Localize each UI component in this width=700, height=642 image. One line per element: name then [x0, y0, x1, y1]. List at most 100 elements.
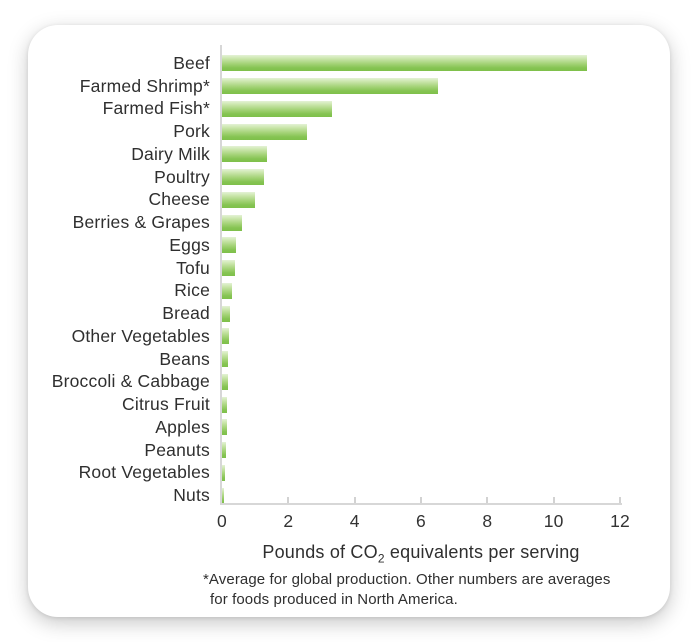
tick-label: 2	[283, 511, 294, 531]
bar	[222, 351, 229, 368]
bar-track	[222, 351, 670, 368]
bar	[222, 78, 438, 95]
category-label: Farmed Shrimp*	[79, 75, 210, 96]
bar	[222, 100, 332, 117]
category-label: Root Vegetables	[78, 462, 210, 483]
bar	[222, 214, 242, 231]
bar-track	[222, 237, 670, 254]
bar-track	[222, 260, 670, 277]
bar	[222, 442, 227, 459]
tick-label: 8	[482, 511, 493, 531]
bar-row: Nuts	[28, 484, 670, 507]
bar	[222, 55, 587, 72]
bar	[222, 282, 232, 299]
bar-track	[222, 305, 670, 322]
bar-track	[222, 146, 670, 163]
bar	[222, 305, 231, 322]
bar	[222, 487, 224, 504]
bar-row: Dairy Milk	[28, 143, 670, 166]
bar	[222, 169, 264, 186]
tick-mark	[420, 497, 423, 503]
bar-track	[222, 464, 670, 481]
bar-row: Broccoli & Cabbage	[28, 371, 670, 394]
tick-label: 10	[543, 511, 564, 531]
category-label: Dairy Milk	[131, 143, 210, 164]
category-label: Nuts	[173, 485, 210, 506]
bar-row: Farmed Shrimp*	[28, 75, 670, 98]
bar-rows: Beef Farmed Shrimp* Farmed Fish* Pork Dairy …	[28, 52, 670, 507]
category-label: Pork	[173, 121, 210, 142]
bar-row: Pork	[28, 120, 670, 143]
bar-track	[222, 419, 670, 436]
bar	[222, 464, 226, 481]
bar-row: Beef	[28, 52, 670, 75]
tick-label: 6	[416, 511, 426, 531]
bar-track	[222, 442, 670, 459]
bar	[222, 237, 236, 254]
category-label: Rice	[174, 280, 210, 301]
bar-row: Bread	[28, 302, 670, 325]
x-axis-title-post: equivalents per serving	[384, 542, 580, 562]
tick-mark	[353, 497, 356, 503]
bar-row: Berries & Grapes	[28, 211, 670, 234]
bar-row: Cheese	[28, 189, 670, 212]
category-label: Broccoli & Cabbage	[51, 371, 210, 392]
category-label: Eggs	[169, 234, 210, 255]
bar-row: Other Vegetables	[28, 325, 670, 348]
bar-row: Beans	[28, 348, 670, 371]
bar-row: Citrus Fruit	[28, 393, 670, 416]
x-axis-title: Pounds of CO2 equivalents per serving	[262, 542, 580, 566]
bar-track	[222, 396, 670, 413]
tick-mark	[552, 497, 555, 503]
bar-track	[222, 214, 670, 231]
bar-row: Rice	[28, 280, 670, 303]
bar-row: Apples	[28, 416, 670, 439]
bar	[222, 123, 307, 140]
category-label: Peanuts	[144, 439, 210, 460]
bar-track	[222, 328, 670, 345]
bar-track	[222, 282, 670, 299]
bar-row: Root Vegetables	[28, 462, 670, 485]
bar-track	[222, 487, 670, 504]
bar-row: Farmed Fish*	[28, 98, 670, 121]
tick-mark	[486, 497, 489, 503]
tick-label: 0	[217, 511, 227, 531]
bar-row: Poultry	[28, 166, 670, 189]
category-label: Berries & Grapes	[72, 212, 210, 233]
footnote-line-2: for foods produced in North America.	[210, 591, 458, 608]
bar-track	[222, 191, 670, 208]
category-label: Other Vegetables	[71, 325, 210, 346]
category-label: Farmed Fish*	[102, 98, 210, 119]
bar-row: Eggs	[28, 234, 670, 257]
category-label: Tofu	[176, 257, 210, 278]
tick-mark	[619, 497, 622, 503]
bar	[222, 396, 228, 413]
x-axis-title-pre: Pounds of CO	[262, 542, 378, 562]
bar-track	[222, 373, 670, 390]
y-axis-line	[220, 45, 222, 503]
tick-label: 4	[349, 511, 360, 531]
bar-track	[222, 78, 670, 95]
x-axis-title-subscript: 2	[377, 551, 385, 566]
category-label: Beef	[173, 52, 210, 73]
bar	[222, 328, 230, 345]
bar-row: Tofu	[28, 257, 670, 280]
x-axis-line	[220, 503, 622, 505]
bar-track	[222, 169, 670, 186]
category-label: Bread	[162, 303, 210, 324]
footnote-line-1: *Average for global production. Other nu…	[203, 571, 611, 588]
bar	[222, 260, 236, 277]
category-label: Citrus Fruit	[122, 394, 210, 415]
category-label: Beans	[159, 348, 210, 369]
footnote: *Average for global production. Other nu…	[203, 570, 610, 610]
category-label: Poultry	[154, 166, 210, 187]
bar	[222, 146, 267, 163]
bar-track	[222, 55, 670, 72]
chart-card: Beef Farmed Shrimp* Farmed Fish* Pork Dairy …	[28, 25, 670, 617]
tick-mark	[287, 497, 290, 503]
bar-row: Peanuts	[28, 439, 670, 462]
tick-label: 12	[610, 511, 630, 531]
category-label: Cheese	[148, 189, 210, 210]
category-label: Apples	[155, 416, 210, 437]
bar-track	[222, 100, 670, 117]
